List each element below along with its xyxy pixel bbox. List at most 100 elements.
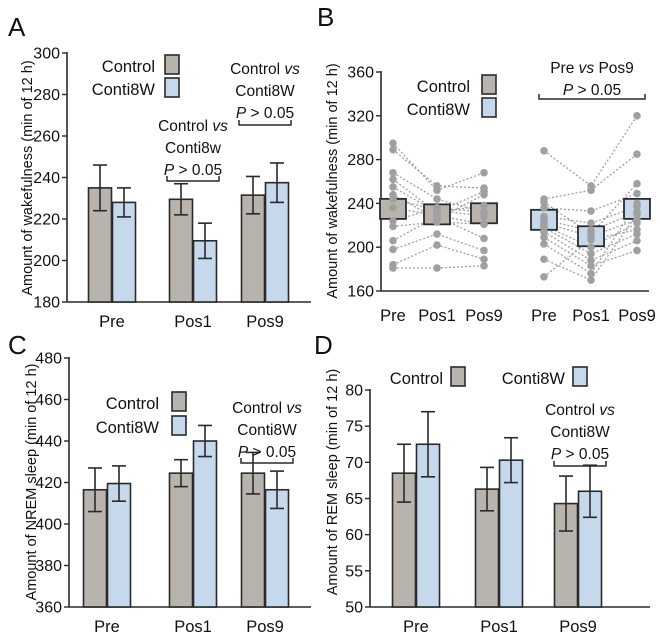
y-tick-label: 260 [33, 129, 60, 146]
annotation-line: P > 0.05 [236, 105, 294, 122]
subject-line [543, 206, 638, 224]
subject-line [392, 194, 485, 220]
y-tick-label: 280 [33, 87, 60, 104]
subject-line [392, 172, 485, 213]
significance-bracket [238, 120, 292, 126]
y-axis-label: Amount of REM sleep (min of 12 h) [325, 369, 341, 595]
annotation-line: Pre vs Pos9 [550, 60, 634, 77]
y-tick-label: 200 [33, 253, 60, 270]
data-point [587, 226, 595, 235]
legend-swatch [450, 366, 466, 387]
annotation-line: P > 0.05 [551, 446, 609, 463]
y-tick-label: 240 [33, 170, 60, 187]
data-point [587, 243, 595, 251]
y-tick-label: 240 [347, 196, 374, 213]
data-point [480, 168, 488, 177]
legend-swatch [481, 74, 497, 95]
annotation-line: Control vs [158, 118, 228, 135]
legend-label: Conti8W [96, 419, 160, 437]
y-tick-label: 220 [33, 212, 60, 229]
data-point [540, 203, 548, 212]
data-point [480, 208, 488, 216]
data-point [633, 189, 641, 198]
y-axis-label: Amount of wakefulness (min of 12 h) [20, 60, 36, 295]
data-point [433, 230, 441, 238]
significance-bracket [166, 176, 220, 182]
data-point [433, 264, 441, 272]
x-tick-label: Pos1 [480, 618, 518, 636]
data-point [633, 246, 641, 255]
legend-label: Control [106, 395, 159, 413]
x-tick-label: Pos1 [572, 307, 610, 325]
data-point [433, 182, 441, 190]
data-point [633, 150, 641, 158]
data-point [633, 179, 641, 188]
y-tick-label: 180 [33, 295, 60, 312]
significance-bracket [538, 94, 646, 100]
annotation-line: Control vs [545, 402, 615, 419]
x-tick-label: Pos1 [418, 307, 456, 325]
legend-swatch [171, 415, 187, 436]
data-point [587, 207, 595, 215]
data-point [389, 222, 397, 231]
y-tick-label: 420 [35, 475, 62, 492]
data-point [633, 219, 641, 227]
data-point [433, 195, 441, 203]
y-tick-label: 380 [35, 558, 62, 575]
bar-conti8w [106, 482, 132, 608]
data-point [389, 139, 397, 147]
y-tick-label: 200 [347, 240, 374, 257]
data-point [480, 220, 488, 229]
data-point [480, 246, 488, 255]
subject-line [543, 115, 638, 187]
y-tick-label: 65 [345, 491, 363, 508]
panel-d: 50 55 60 65 70 75 80 D Amount of REM sleep (min … [314, 330, 650, 636]
x-tick-label: Pre [94, 618, 120, 636]
legend-swatch [164, 77, 180, 98]
panel-c: 360 380 400 420 440 460 480 C Amount of NREM sle… [8, 330, 311, 636]
data-point [633, 112, 641, 120]
legend-swatch [171, 391, 187, 412]
panel-letter: C [8, 330, 27, 360]
legend-label: Control [102, 58, 155, 76]
x-tick-label: Pos9 [246, 618, 284, 636]
significance-bracket [240, 458, 294, 464]
data-point [480, 255, 488, 264]
data-point [540, 198, 548, 207]
data-point [480, 201, 488, 210]
data-point [540, 233, 548, 242]
y-tick-label: 320 [347, 108, 374, 125]
annotation-line: P > 0.05 [164, 162, 222, 179]
y-tick-label: 80 [345, 383, 363, 400]
y-tick-label: 280 [347, 152, 374, 169]
data-point [587, 186, 595, 195]
data-point [587, 235, 595, 244]
y-tick-label: 55 [345, 563, 363, 580]
legend-swatch [572, 366, 588, 387]
legend-swatch [164, 54, 180, 75]
y-tick-label: 400 [35, 517, 62, 534]
y-tick-label: 60 [345, 527, 363, 544]
legend-label: Conti8W [407, 101, 471, 119]
x-tick-label: Pos9 [465, 307, 503, 325]
data-point [540, 272, 548, 281]
data-point [433, 241, 441, 249]
x-tick-label: Pre [531, 307, 557, 325]
y-axis-label: Amount of NREM sleep (min of 12 h) [24, 364, 40, 601]
x-tick-label: Pre [99, 313, 125, 331]
data-point [389, 175, 397, 184]
subject-line [543, 231, 638, 262]
subject-line [543, 213, 638, 281]
data-point [480, 190, 488, 199]
data-point [587, 276, 595, 284]
annotation-line: Conti8W [237, 422, 297, 439]
data-point [633, 225, 641, 234]
data-point [587, 219, 595, 227]
data-point [587, 269, 595, 278]
data-point [433, 212, 441, 221]
data-point [433, 218, 441, 226]
y-tick-label: 75 [345, 419, 363, 436]
data-point [480, 234, 488, 243]
data-point [389, 217, 397, 225]
subject-line [543, 222, 638, 248]
